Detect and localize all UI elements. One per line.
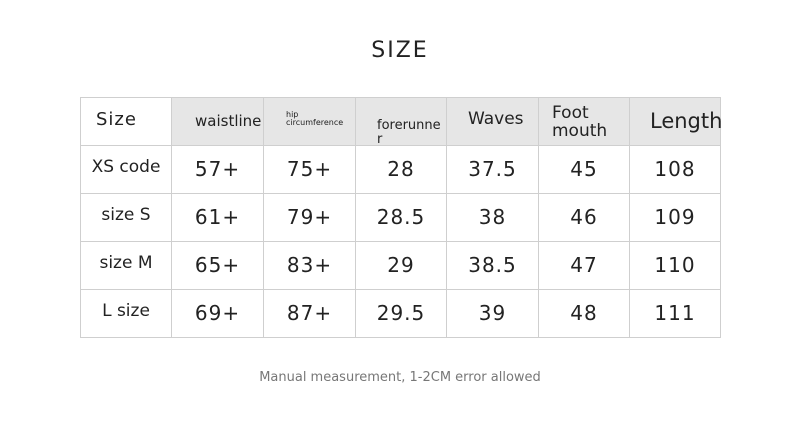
size-label: size S	[101, 205, 151, 225]
table-cell: size S	[80, 193, 172, 242]
measurement-value: 87+	[286, 301, 333, 325]
table-cell: 38	[446, 193, 539, 242]
measurement-value: 45	[570, 157, 598, 181]
header-cell: Size	[80, 97, 172, 146]
header-hip: hip circumference	[286, 110, 344, 128]
header-length: Length	[650, 109, 723, 133]
table-cell: 28	[355, 145, 447, 194]
header-size: Size	[96, 109, 137, 130]
table-cell: 46	[538, 193, 630, 242]
header-cell: hip circumference	[263, 97, 356, 146]
measurement-value: 29	[387, 253, 415, 277]
header-cell: Length	[629, 97, 723, 146]
table-cell: 48	[538, 289, 630, 338]
measurement-value: 75+	[286, 157, 333, 181]
measurement-value: 61+	[194, 205, 241, 229]
table-cell: 75+	[263, 145, 356, 194]
header-foot-mouth: Foot mouth	[552, 103, 608, 141]
table-cell: 69+	[171, 289, 264, 338]
measurement-value: 48	[570, 301, 598, 325]
size-label: size M	[99, 253, 153, 273]
measurement-value: 38.5	[468, 253, 517, 277]
table-cell: 111	[629, 289, 721, 338]
table-cell: 83+	[263, 241, 356, 290]
measurement-value: 79+	[286, 205, 333, 229]
table-cell: 45	[538, 145, 630, 194]
measurement-value: 28	[387, 157, 415, 181]
header-waistline: waistline	[195, 112, 262, 130]
table-cell: 65+	[171, 241, 264, 290]
header-row: Size waistline hip circumference forerun…	[80, 97, 723, 147]
table-cell: L size	[80, 289, 172, 338]
header-cell: forerunne r	[355, 97, 447, 147]
table-cell: XS code	[80, 145, 172, 194]
header-cell: waistline	[171, 97, 264, 146]
table-cell: 61+	[171, 193, 264, 242]
measurement-value: 39	[478, 301, 507, 325]
chart-title: SIZE	[371, 38, 429, 63]
measurement-value: 69+	[194, 301, 241, 325]
table-cell: 38.5	[446, 241, 539, 290]
measurement-value: 110	[654, 253, 696, 277]
measurement-value: 57+	[194, 157, 241, 181]
measurement-value: 108	[654, 157, 696, 181]
measurement-value: 65+	[194, 253, 241, 277]
header-forerunner: forerunne r	[377, 118, 441, 147]
table-cell: 29.5	[355, 289, 447, 338]
measurement-value: 46	[570, 205, 598, 229]
table-cell: 39	[446, 289, 539, 338]
header-cell: Waves	[446, 97, 539, 146]
measurement-value: 111	[654, 301, 696, 325]
table-cell: 79+	[263, 193, 356, 242]
table-cell: 29	[355, 241, 447, 290]
table-cell: 109	[629, 193, 721, 242]
table-cell: 37.5	[446, 145, 539, 194]
table-row: L size 69+ 87+ 29.5 39 48 111	[80, 289, 721, 338]
table-cell: 110	[629, 241, 721, 290]
table-row: size S 61+ 79+ 28.5 38 46 109	[80, 193, 721, 242]
table-cell: size M	[80, 241, 172, 290]
measurement-value: 83+	[286, 253, 333, 277]
table-cell: 57+	[171, 145, 264, 194]
table-cell: 87+	[263, 289, 356, 338]
header-cell: Foot mouth	[538, 97, 630, 146]
footnote: Manual measurement, 1-2CM error allowed	[259, 370, 541, 385]
table-cell: 47	[538, 241, 630, 290]
table-row: XS code 57+ 75+ 28 37.5 45 108	[80, 145, 721, 194]
measurement-value: 37.5	[468, 157, 517, 181]
measurement-value: 47	[570, 253, 598, 277]
size-table: Size waistline hip circumference forerun…	[80, 97, 723, 338]
table-row: size M 65+ 83+ 29 38.5 47 110	[80, 241, 721, 290]
measurement-value: 29.5	[376, 301, 426, 325]
table-cell: 28.5	[355, 193, 447, 242]
table-cell: 108	[629, 145, 721, 194]
size-label: XS code	[91, 157, 161, 177]
measurement-value: 38	[478, 205, 507, 229]
measurement-value: 109	[654, 205, 696, 229]
size-label: L size	[102, 301, 150, 321]
measurement-value: 28.5	[376, 205, 426, 229]
header-waves: Waves	[468, 109, 524, 129]
